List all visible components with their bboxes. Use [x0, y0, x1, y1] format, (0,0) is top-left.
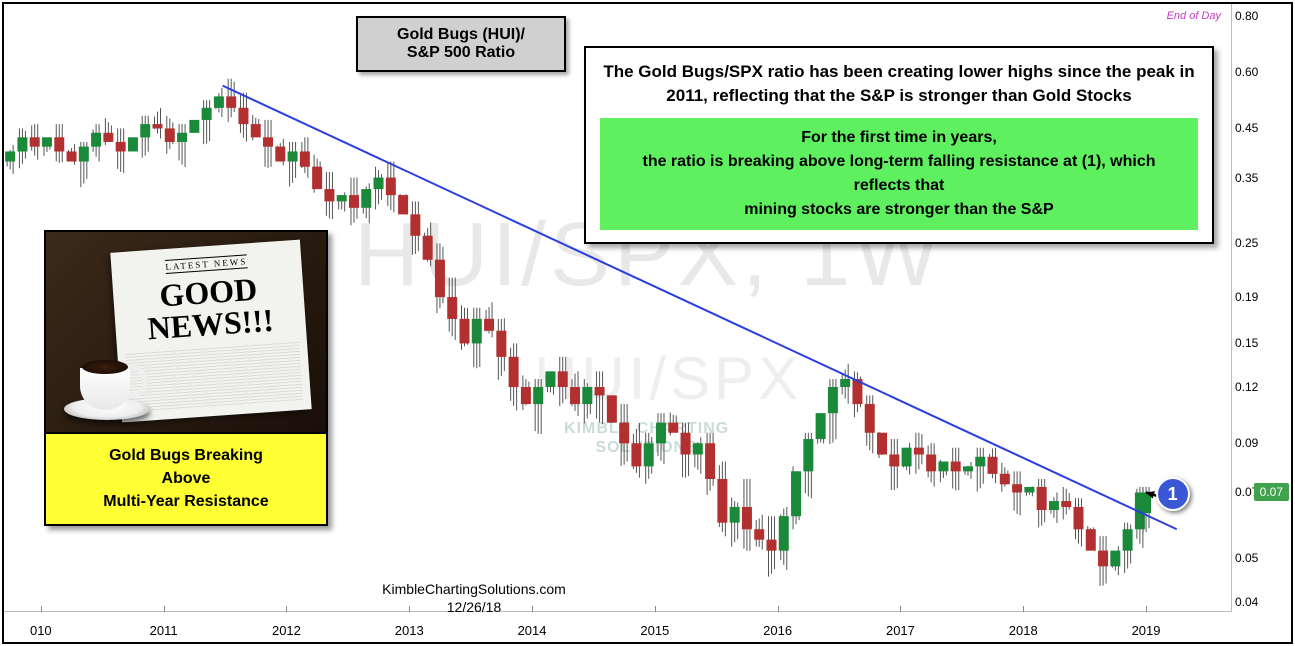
x-tick-label: 2017	[886, 623, 915, 638]
coffee-cup-icon	[64, 352, 150, 420]
caption-l3: Multi-Year Resistance	[103, 493, 268, 510]
caption-l1: Gold Bugs Breaking	[109, 447, 263, 464]
chart-date: 12/26/18	[447, 599, 502, 615]
y-tick-label: 0.04	[1235, 595, 1287, 609]
analysis-p2: For the first time in years,the ratio is…	[600, 118, 1198, 230]
x-tick-label: 2013	[395, 623, 424, 638]
x-tick-label: 2015	[640, 623, 669, 638]
y-tick-label: 0.05	[1235, 551, 1287, 565]
x-tick-label: 2016	[763, 623, 792, 638]
x-tick-label: 2018	[1009, 623, 1038, 638]
title-line1: Gold Bugs (HUI)/	[397, 26, 525, 43]
title-line2: S&P 500 Ratio	[407, 44, 515, 61]
watermark-brand-l1: KIMBLE CHARTING	[564, 420, 729, 437]
x-tick-label: 2012	[272, 623, 301, 638]
newspaper-columns	[125, 340, 303, 412]
y-tick-label: 0.09	[1235, 436, 1287, 450]
x-tick-label: 2019	[1132, 623, 1161, 638]
chart-frame: HUI/SPX, 1W HUI/SPX KIMBLE CHARTING SOLU…	[2, 2, 1293, 644]
good-news-panel: LATEST NEWS GOOD NEWS!!! Gold Bugs Break…	[44, 230, 328, 526]
x-tick-label: 010	[30, 623, 52, 638]
news-image: LATEST NEWS GOOD NEWS!!!	[46, 232, 326, 432]
y-tick-label: 0.12	[1235, 380, 1287, 394]
x-tick-label: 2014	[518, 623, 547, 638]
y-tick-label: 0.19	[1235, 290, 1287, 304]
attribution: KimbleChartingSolutions.com 12/26/18	[344, 580, 604, 616]
site-name: KimbleChartingSolutions.com	[382, 581, 566, 597]
marker-1: 1	[1156, 477, 1190, 511]
watermark-brand: KIMBLE CHARTING SOLUTIONS	[564, 419, 729, 457]
y-tick-label: 0.45	[1235, 121, 1287, 135]
y-tick-label: 0.25	[1235, 236, 1287, 250]
watermark-sub: HUI/SPX	[534, 344, 802, 413]
end-of-day-label: End of Day	[1167, 10, 1221, 22]
y-tick-label: 0.60	[1235, 65, 1287, 79]
y-tick-label: 0.15	[1235, 336, 1287, 350]
x-tick-label: 2011	[150, 623, 178, 638]
y-tick-label: 0.35	[1235, 171, 1287, 185]
watermark-brand-l2: SOLUTIONS	[595, 439, 697, 456]
caption-l2: Above	[162, 470, 211, 487]
news-caption: Gold Bugs Breaking Above Multi-Year Resi…	[46, 432, 326, 524]
analysis-text-box: The Gold Bugs/SPX ratio has been creatin…	[584, 46, 1214, 244]
y-tick-label: 0.80	[1235, 9, 1287, 23]
latest-news-label: LATEST NEWS	[165, 254, 248, 274]
current-price-tag: 0.07	[1254, 483, 1289, 501]
chart-title-box: Gold Bugs (HUI)/ S&P 500 Ratio	[356, 16, 566, 72]
analysis-p1: The Gold Bugs/SPX ratio has been creatin…	[600, 60, 1198, 108]
